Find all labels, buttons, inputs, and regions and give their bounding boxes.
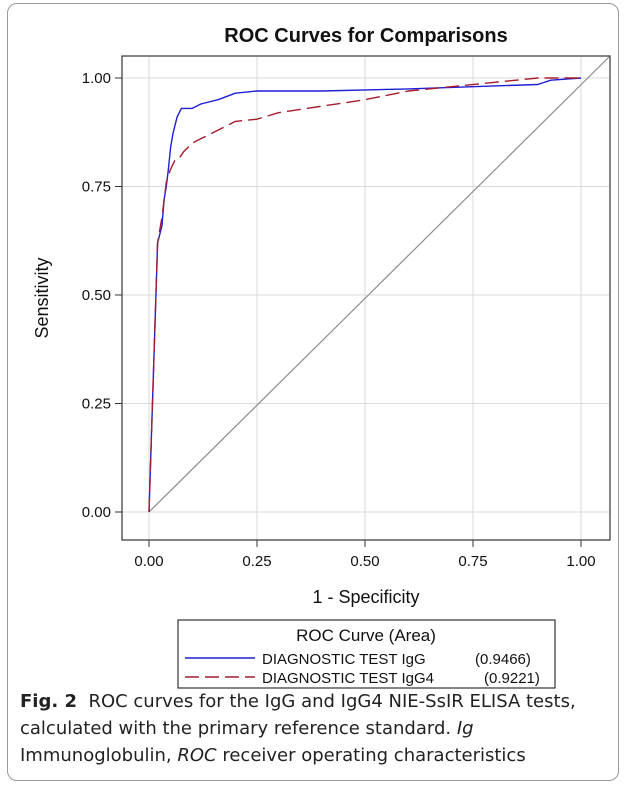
legend-label-igg4: DIAGNOSTIC TEST IgG4 xyxy=(262,670,434,687)
caption-text-3: receiver operating characteristics xyxy=(222,745,526,766)
y-axis-label: Sensitivity xyxy=(32,257,52,338)
y-tick-label: 0.75 xyxy=(82,179,111,196)
y-tick-label: 0.50 xyxy=(82,287,111,304)
legend-label-igg: DIAGNOSTIC TEST IgG xyxy=(262,651,426,668)
figure-caption: Fig. 2 ROC curves for the IgG and IgG4 N… xyxy=(20,688,610,769)
caption-text-1: ROC curves for the IgG and IgG4 NIE-SsIR… xyxy=(20,691,576,739)
legend-title: ROC Curve (Area) xyxy=(296,626,436,645)
x-tick-label: 0.75 xyxy=(458,553,487,570)
x-tick-label: 1.00 xyxy=(566,553,595,570)
caption-abbr-roc: ROC xyxy=(177,745,217,766)
y-tick-label: 0.25 xyxy=(82,396,111,413)
roc-curve-igg4 xyxy=(148,77,581,513)
y-tick-label: 0.00 xyxy=(82,504,111,521)
chart-title: ROC Curves for Comparisons xyxy=(224,25,507,47)
x-tick-label: 0.50 xyxy=(350,553,379,570)
legend-area-igg: (0.9466) xyxy=(475,651,531,668)
reference-diagonal xyxy=(148,56,610,513)
caption-abbr-ig: Ig xyxy=(456,718,474,739)
x-tick-label: 0.25 xyxy=(242,553,271,570)
caption-fig-label: Fig. 2 xyxy=(20,691,77,712)
legend-area-igg4: (0.9221) xyxy=(484,670,540,687)
legend: ROC Curve (Area) DIAGNOSTIC TEST IgG (0.… xyxy=(177,619,556,689)
caption-text-2: Immunoglobulin, xyxy=(20,745,172,766)
y-tick-label: 1.00 xyxy=(82,70,111,87)
x-axis-label: 1 - Specificity xyxy=(312,587,419,607)
x-tick-label: 0.00 xyxy=(134,553,163,570)
